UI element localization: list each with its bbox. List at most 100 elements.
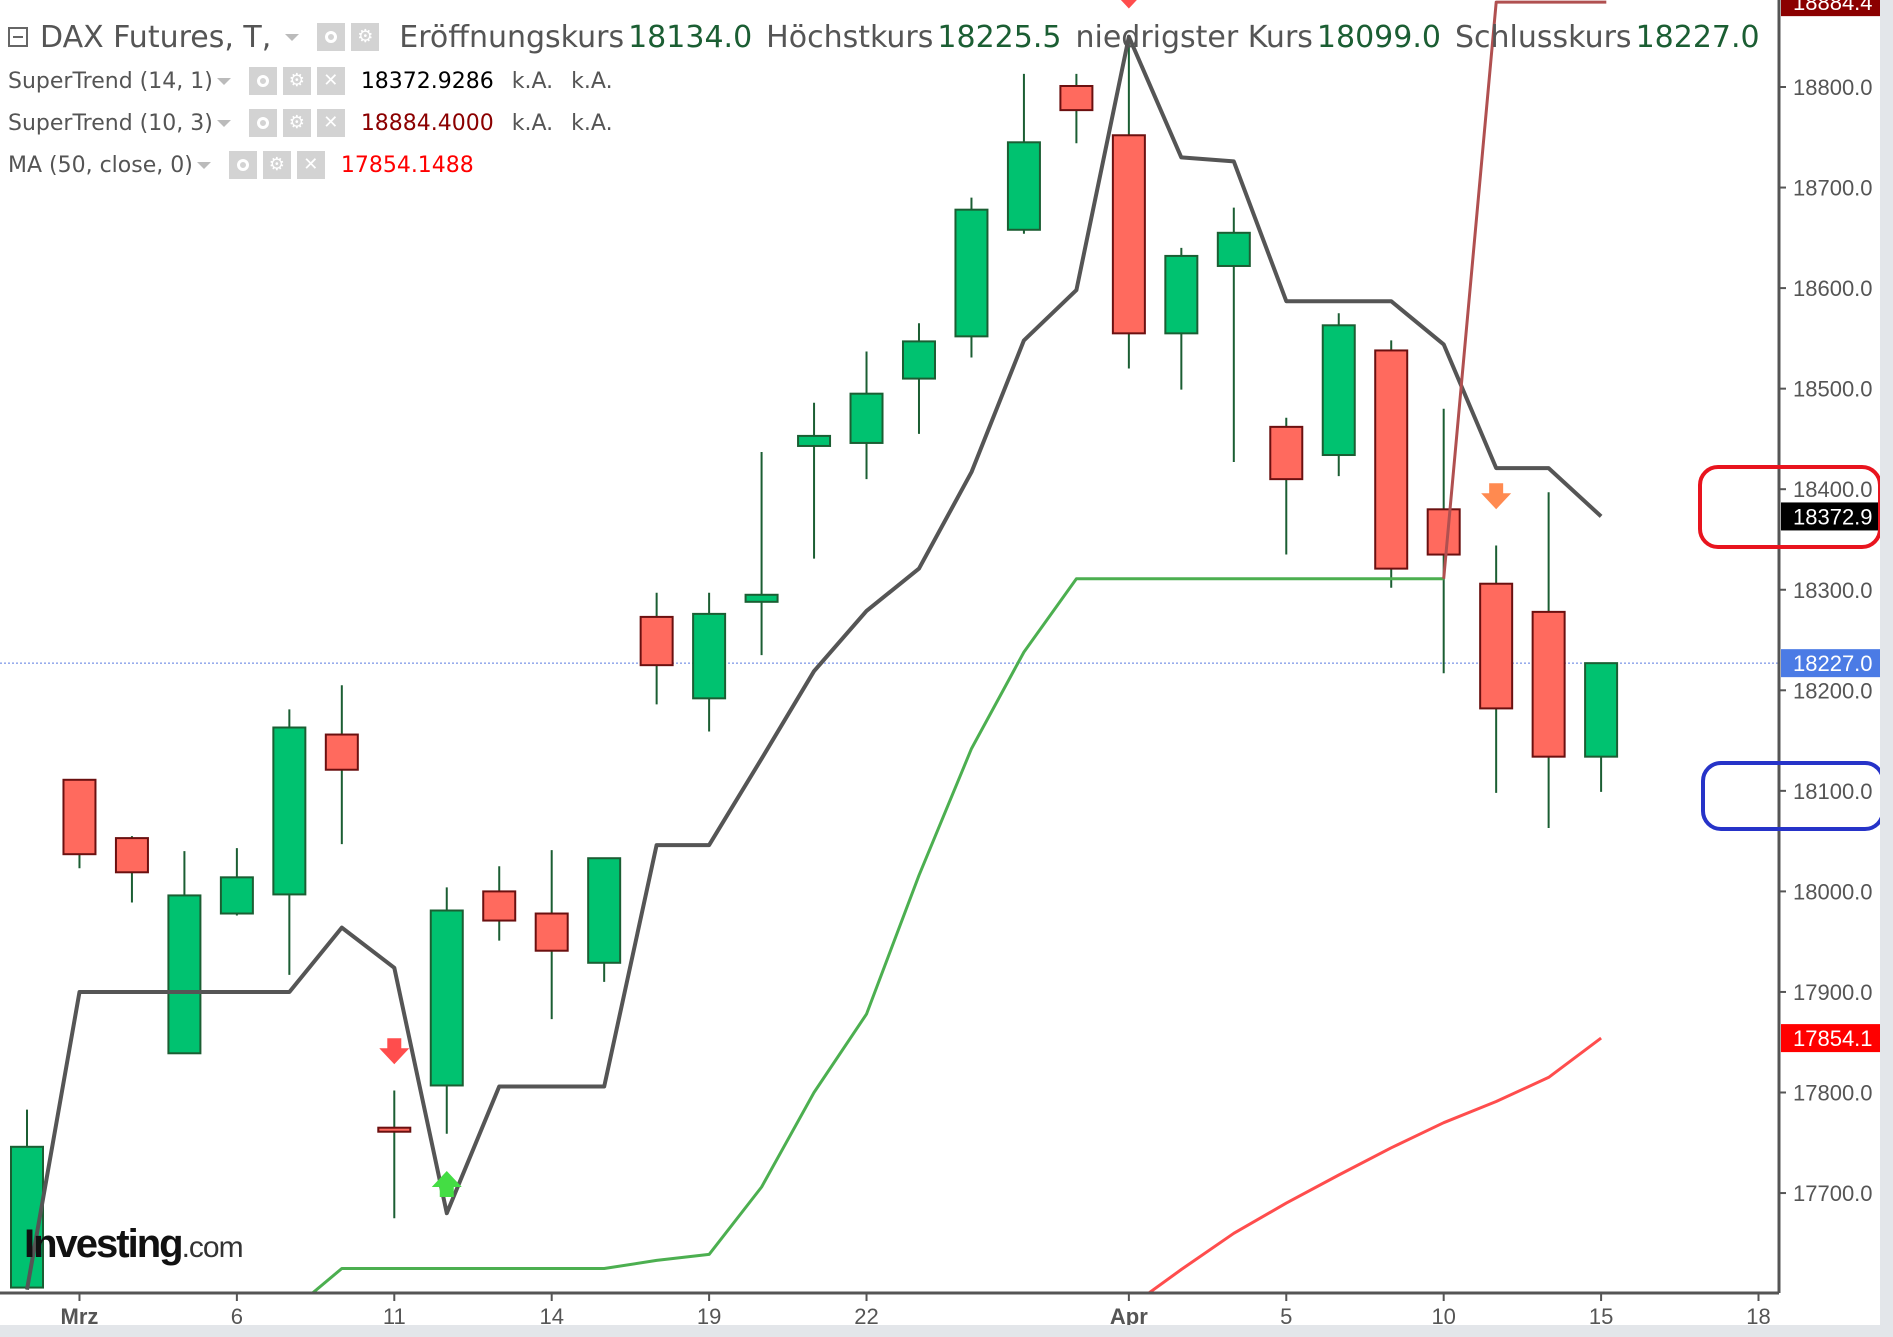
candle[interactable] [1584,662,1619,792]
candle[interactable] [1374,340,1409,588]
candle[interactable] [534,850,569,1020]
frame-border-bottom [0,1325,1893,1337]
close-icon[interactable]: ✕ [316,109,345,137]
candle-body-down [1111,134,1146,335]
candle[interactable] [587,857,622,982]
plot-area[interactable] [0,0,1779,1304]
indicator-row-ma-50: MA (50, close, 0) ⚙ ✕ 17854.1488 [8,144,1760,186]
gear-icon[interactable]: ⚙ [351,23,380,51]
candle[interactable] [797,402,832,559]
chevron-down-icon[interactable] [196,161,211,169]
candle[interactable] [62,778,97,869]
price-label-badge: 17854.1 [1781,1024,1880,1053]
y-tick-label: 18800.0 [1793,75,1873,100]
y-tick-label: 18700.0 [1793,176,1873,201]
candle-body-up [272,726,307,896]
close-icon[interactable]: ✕ [316,67,345,95]
candle[interactable] [1164,247,1199,390]
eye-icon[interactable] [317,23,346,51]
candle-body-down [1479,582,1514,710]
candle[interactable] [1269,417,1304,555]
indicator-row-supertrend-14-1: SuperTrend (14, 1) ⚙ ✕ 18372.9286 k.A. k… [8,60,1760,102]
gear-icon[interactable]: ⚙ [282,109,311,137]
candle-body-up [954,208,989,338]
y-tick-label: 18000.0 [1793,879,1873,904]
x-tick-label: Apr [1110,1304,1148,1329]
x-tick-label: 10 [1431,1304,1455,1329]
candle[interactable] [377,1090,412,1219]
x-tick-label: 15 [1589,1304,1613,1329]
x-tick-label: 5 [1280,1304,1292,1329]
candle-body-up [1216,231,1251,267]
gear-icon[interactable]: ⚙ [262,151,291,179]
low-label: niedrigster Kurs [1075,19,1313,55]
candle[interactable] [1216,207,1251,463]
candle-body-down [62,778,97,856]
candle-body-down [1059,84,1094,112]
candle[interactable] [1479,545,1514,793]
indicator-line [1146,1036,1602,1293]
symbol-title[interactable]: DAX Futures, T, [40,19,272,55]
candle[interactable] [1006,73,1041,234]
y-tick-label: 17900.0 [1793,980,1873,1005]
open-value: 18134.0 [628,19,753,55]
candles [10,36,1619,1290]
candle[interactable] [901,323,936,434]
indicator-label[interactable]: SuperTrend (14, 1) [8,68,213,94]
indicator-row-supertrend-10-3: SuperTrend (10, 3) ⚙ ✕ 18884.4000 k.A. k… [8,102,1760,144]
candle-body-down [1374,349,1409,570]
candle[interactable] [1426,408,1461,674]
candle[interactable] [849,351,884,480]
candle[interactable] [114,836,149,903]
candle[interactable] [167,851,202,1055]
chevron-down-icon[interactable] [285,33,300,41]
candle[interactable] [744,451,779,656]
candle[interactable] [1111,36,1146,369]
candle-body-down [114,837,149,874]
candle[interactable] [1059,73,1094,144]
candle-body-up [744,593,779,603]
candle[interactable] [324,685,359,845]
candle[interactable] [692,592,727,732]
indicator-extra: k.A. [511,68,554,94]
candle[interactable] [272,709,307,975]
indicator-label[interactable]: SuperTrend (10, 3) [8,110,213,136]
candle[interactable] [219,848,254,916]
collapse-icon[interactable] [8,27,28,47]
candle-body-up [901,340,936,380]
candle-body-down [1269,425,1304,481]
candle-body-down [324,733,359,771]
eye-icon[interactable] [248,109,277,137]
indicator-label[interactable]: MA (50, close, 0) [8,152,193,178]
sell-signal-arrow-icon [379,1038,410,1065]
candle[interactable] [482,866,517,941]
eye-icon[interactable] [228,151,257,179]
price-label-badge: 18227.0 [1781,649,1880,678]
x-tick-label: 18 [1746,1304,1770,1329]
close-icon[interactable]: ✕ [296,151,325,179]
candle[interactable] [639,592,674,705]
eye-icon[interactable] [248,67,277,95]
candle[interactable] [429,887,464,1134]
x-tick-label: 11 [383,1304,406,1329]
gear-icon[interactable]: ⚙ [282,67,311,95]
candle[interactable] [1321,313,1356,477]
indicator-extra: k.A. [511,110,554,136]
candle[interactable] [1531,492,1566,829]
sell-signal-arrow-icon [1120,0,1137,9]
indicator-line [1442,0,1607,579]
candle[interactable] [10,1109,44,1290]
candle-body-down [1426,508,1461,556]
candle-body-up [1164,254,1199,335]
indicator-value: 18372.9286 [360,68,494,94]
price-label-text: 18884.4 [1793,0,1873,15]
chevron-down-icon[interactable] [216,119,231,127]
candle[interactable] [954,197,989,358]
chevron-down-icon[interactable] [216,77,231,85]
candle-body-down [1531,610,1566,758]
price-label-text: 18227.0 [1793,651,1873,676]
price-label-bg [1781,502,1880,531]
price-label-badge: 18884.4 [1781,0,1880,17]
x-tick-label: 6 [231,1304,243,1329]
